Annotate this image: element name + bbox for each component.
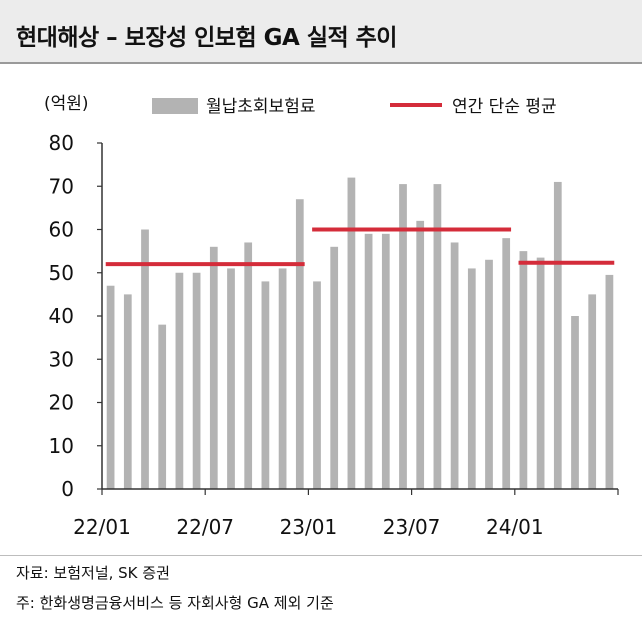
bar-23-11 xyxy=(485,259,493,489)
footer-divider xyxy=(0,555,642,556)
y-tick-label-50: 50 xyxy=(49,261,74,285)
bar-22-10 xyxy=(261,281,270,489)
x-tick-label-22-01: 22/01 xyxy=(73,515,131,539)
bar-23-05 xyxy=(381,233,390,489)
x-tick-label-24-01: 24/01 xyxy=(486,515,544,539)
y-tick-label-80: 80 xyxy=(49,131,74,155)
bar-22-09 xyxy=(244,242,253,489)
y-tick-label-0: 0 xyxy=(61,477,74,501)
y-axis-unit-label: (억원) xyxy=(44,94,89,114)
x-tick-labels: 22/01 22/07 23/01 23/07 24/01 xyxy=(73,515,543,539)
axes-group xyxy=(97,142,619,495)
bar-22-01 xyxy=(106,285,115,489)
legend-label-line: 연간 단순 평균 xyxy=(452,97,557,117)
bar-23-04 xyxy=(364,233,373,489)
bar-23-08 xyxy=(433,184,442,489)
bar-24-01 xyxy=(519,251,528,490)
bar-23-01 xyxy=(313,281,321,489)
bar-22-08 xyxy=(227,268,235,489)
x-tick-label-23-01: 23/01 xyxy=(280,515,338,539)
bar-22-11 xyxy=(278,268,287,489)
bar-22-07 xyxy=(209,246,218,489)
bar-22-02 xyxy=(123,294,132,490)
bar-22-12 xyxy=(295,199,304,489)
bar-24-04 xyxy=(571,316,579,489)
legend-label-bar: 월납초회보험료 xyxy=(206,97,316,117)
bar-chart: 0 10 20 30 40 50 60 70 80 22/01 22/07 23/01 23/07 24… xyxy=(49,131,619,539)
y-tick-label-70: 70 xyxy=(49,174,74,198)
bar-22-03 xyxy=(141,229,149,489)
bar-23-10 xyxy=(467,268,476,489)
source-note: 자료: 보험저널, SK 증권 xyxy=(16,564,170,582)
bar-group xyxy=(106,177,614,490)
x-tick-label-22-07: 22/07 xyxy=(176,515,234,539)
bar-22-06 xyxy=(192,272,201,489)
bar-24-05 xyxy=(588,294,597,490)
title-bar: 현대해상 – 보장성 인보험 GA 실적 추이 xyxy=(0,0,642,64)
page-title: 현대해상 – 보장성 인보험 GA 실적 추이 xyxy=(16,25,397,51)
y-tick-label-20: 20 xyxy=(49,391,74,415)
average-line-group xyxy=(105,227,615,267)
bar-23-07 xyxy=(416,220,425,489)
y-tick-labels: 0 10 20 30 40 50 60 70 80 xyxy=(49,131,74,501)
x-tick-label-23-07: 23/07 xyxy=(383,515,441,539)
bar-22-04 xyxy=(158,324,167,489)
bar-23-12 xyxy=(502,238,511,489)
legend-swatch-line xyxy=(390,103,442,107)
bar-24-03 xyxy=(553,181,562,489)
bar-23-09 xyxy=(450,242,459,489)
bar-22-05 xyxy=(175,272,184,489)
footnote: 주: 한화생명금융서비스 등 자회사형 GA 제외 기준 xyxy=(16,594,334,612)
bar-23-06 xyxy=(399,184,407,489)
y-tick-label-10: 10 xyxy=(49,434,74,458)
bar-24-02 xyxy=(536,257,545,489)
y-tick-label-40: 40 xyxy=(49,304,74,328)
y-tick-label-60: 60 xyxy=(49,218,74,242)
bar-23-02 xyxy=(330,246,339,489)
bar-23-03 xyxy=(347,177,356,489)
legend-swatch-bar xyxy=(152,98,198,114)
y-tick-label-30: 30 xyxy=(49,347,74,371)
bar-24-06 xyxy=(605,274,614,489)
